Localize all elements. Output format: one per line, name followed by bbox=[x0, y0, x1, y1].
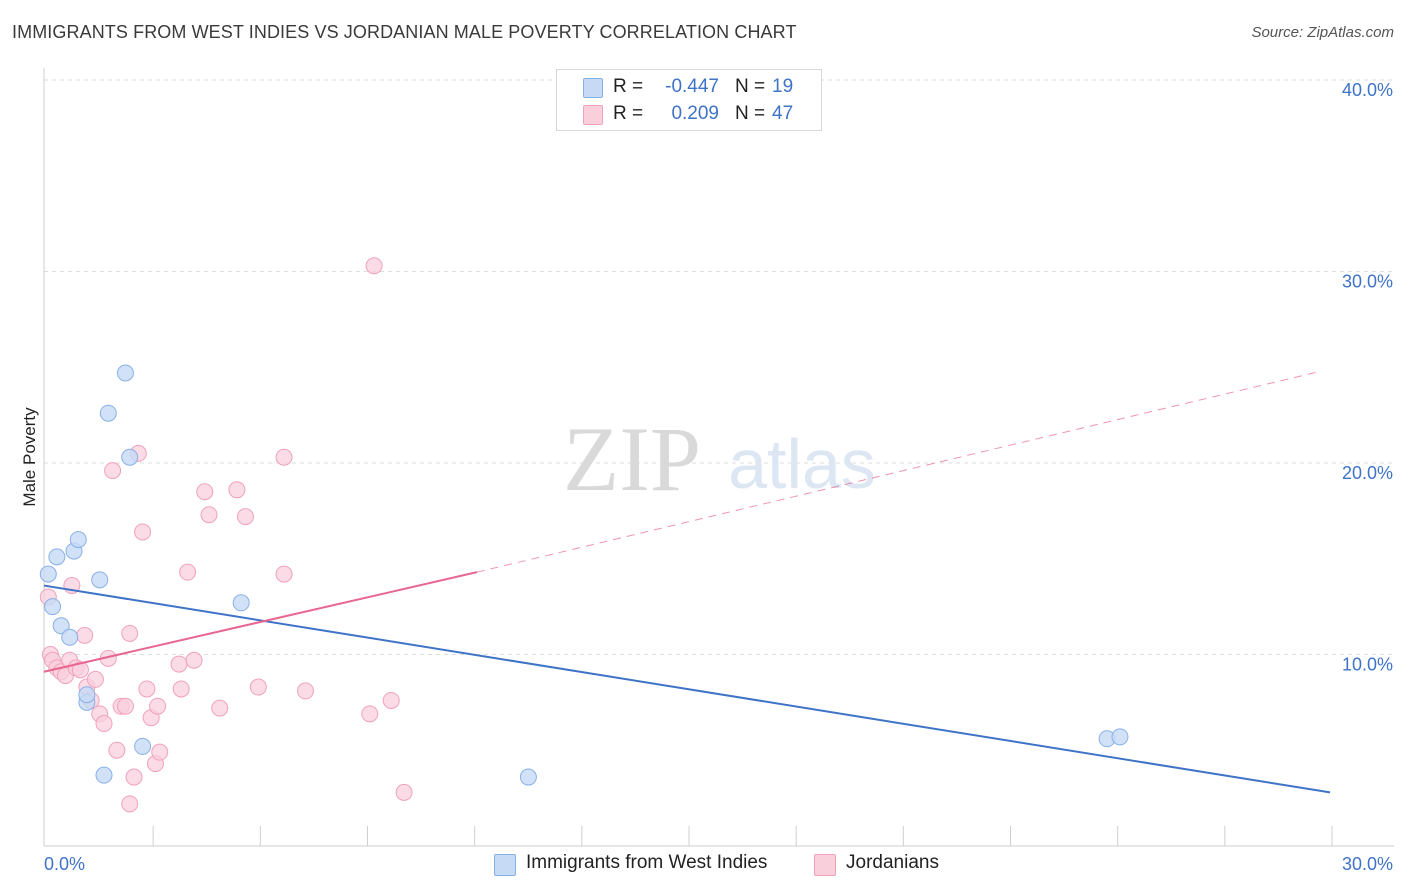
jordanians-point[interactable] bbox=[149, 697, 167, 715]
chart-source: Source: ZipAtlas.com bbox=[1251, 24, 1394, 41]
y-tick-label: 20.0% bbox=[1342, 463, 1393, 483]
y-axis-label: Male Poverty bbox=[20, 407, 39, 507]
y-tick-label: 40.0% bbox=[1342, 80, 1393, 100]
jordanians-point[interactable] bbox=[382, 691, 400, 709]
trend-lines bbox=[43, 370, 1331, 794]
legend-swatch-pink bbox=[814, 854, 836, 876]
jordanians-point[interactable] bbox=[151, 743, 169, 761]
r-label: R = bbox=[613, 103, 644, 124]
watermark-zip: ZIP bbox=[563, 408, 701, 510]
jordanians-point[interactable] bbox=[275, 565, 293, 583]
west-indies-point[interactable] bbox=[232, 594, 250, 612]
chart-legend: Immigrants from West Indies Jordanians bbox=[0, 851, 1406, 877]
jordanians-point[interactable] bbox=[138, 680, 156, 698]
y-tick-label: 10.0% bbox=[1342, 655, 1393, 675]
jordanians-point[interactable] bbox=[125, 768, 143, 786]
west-indies-swatch bbox=[583, 78, 603, 98]
west-indies-trend-line bbox=[43, 584, 1331, 794]
jordanians-point[interactable] bbox=[104, 462, 122, 480]
chart-title: IMMIGRANTS FROM WEST INDIES VS JORDANIAN… bbox=[12, 22, 797, 42]
jordanians-point[interactable] bbox=[361, 705, 379, 723]
r-label: R = bbox=[613, 76, 644, 97]
r-value: -0.447 bbox=[665, 76, 719, 97]
jordanians-point[interactable] bbox=[296, 682, 314, 700]
west-indies-point[interactable] bbox=[61, 628, 79, 646]
jordanians-point[interactable] bbox=[200, 506, 218, 524]
west-indies-point[interactable] bbox=[91, 571, 109, 589]
west-indies-point[interactable] bbox=[99, 404, 117, 422]
jordanians-point[interactable] bbox=[76, 626, 94, 644]
west-indies-point[interactable] bbox=[134, 737, 152, 755]
west-indies-point[interactable] bbox=[78, 686, 96, 704]
jordanians-point[interactable] bbox=[211, 699, 229, 717]
west-indies-point[interactable] bbox=[519, 768, 537, 786]
x-tick-labels: 0.0% 30.0% bbox=[44, 854, 1393, 874]
jordanians-point[interactable] bbox=[170, 655, 188, 673]
west-indies-point[interactable] bbox=[121, 448, 139, 466]
watermark-atlas: atlas bbox=[728, 425, 876, 503]
west-indies-point[interactable] bbox=[44, 598, 62, 616]
x-ticks bbox=[152, 826, 1333, 846]
gridlines bbox=[44, 79, 1394, 655]
y-tick-label: 30.0% bbox=[1342, 272, 1393, 292]
west-indies-point[interactable] bbox=[69, 531, 87, 549]
jordanians-point[interactable] bbox=[365, 257, 383, 275]
jordanians-point[interactable] bbox=[196, 483, 214, 501]
jordanians-point[interactable] bbox=[228, 481, 246, 499]
jordanians-point[interactable] bbox=[179, 563, 197, 581]
west-indies-point[interactable] bbox=[48, 548, 66, 566]
jordanians-trend-line bbox=[43, 571, 478, 673]
jordanians-trend-extension bbox=[476, 370, 1322, 573]
jordanians-point[interactable] bbox=[121, 795, 139, 813]
jordanians-point[interactable] bbox=[95, 714, 113, 732]
n-value: 19 bbox=[772, 76, 794, 97]
watermark: ZIP atlas bbox=[563, 408, 876, 510]
jordanians-point[interactable] bbox=[134, 523, 152, 541]
jordanians-point[interactable] bbox=[236, 508, 254, 526]
west-indies-point[interactable] bbox=[1111, 728, 1129, 746]
stats-row-jordanians: R = 0.209 N = 47 bbox=[557, 101, 821, 127]
west-indies-point[interactable] bbox=[39, 565, 57, 583]
axes bbox=[43, 68, 1394, 847]
jordanians-point[interactable] bbox=[185, 651, 203, 669]
jordanians-point[interactable] bbox=[71, 661, 89, 679]
stats-row-west-indies: R = -0.447 N = 19 bbox=[557, 74, 821, 100]
n-label: N = bbox=[735, 76, 766, 97]
jordanians-point[interactable] bbox=[108, 741, 126, 759]
y-tick-labels: 10.0% 20.0% 30.0% 40.0% bbox=[1342, 80, 1393, 675]
jordanians-swatch bbox=[583, 105, 603, 125]
jordanians-point[interactable] bbox=[275, 448, 293, 466]
jordanians-point[interactable] bbox=[395, 783, 413, 801]
legend-label: Jordanians bbox=[846, 852, 939, 873]
jordanians-point[interactable] bbox=[172, 680, 190, 698]
r-value: 0.209 bbox=[671, 103, 719, 124]
correlation-stats-box: R = -0.447 N = 19 R = 0.209 N = 47 bbox=[556, 69, 822, 131]
west-indies-point[interactable] bbox=[116, 364, 134, 382]
west-indies-points bbox=[39, 364, 1129, 786]
n-label: N = bbox=[735, 103, 766, 124]
jordanians-point[interactable] bbox=[116, 697, 134, 715]
west-indies-point[interactable] bbox=[52, 617, 70, 635]
jordanians-point[interactable] bbox=[121, 624, 139, 642]
jordanians-point[interactable] bbox=[249, 678, 267, 696]
n-value: 47 bbox=[772, 103, 794, 124]
legend-label: Immigrants from West Indies bbox=[526, 852, 768, 873]
legend-swatch-blue bbox=[494, 854, 516, 876]
west-indies-point[interactable] bbox=[95, 766, 113, 784]
jordanians-points bbox=[39, 257, 413, 813]
jordanians-point[interactable] bbox=[86, 670, 104, 688]
x-tick-label: 30.0% bbox=[1342, 854, 1393, 874]
x-tick-label: 0.0% bbox=[44, 854, 85, 874]
